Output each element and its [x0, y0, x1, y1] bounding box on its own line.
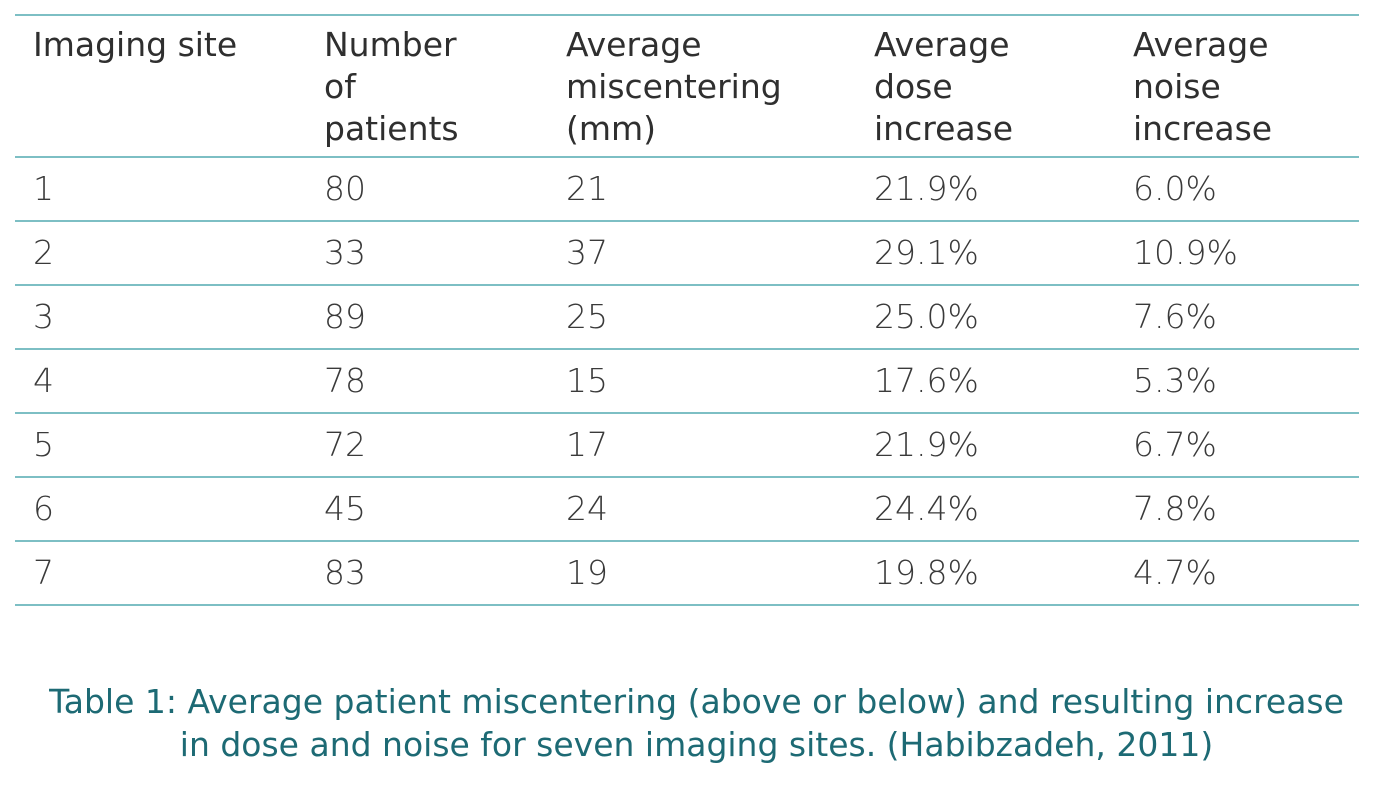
table-header: Imaging site Number of patients Average … — [15, 15, 1359, 157]
cell-average-noise-increase: 5.3% — [1133, 361, 1217, 400]
cell-number-of-patients: 80 — [324, 169, 366, 208]
column-header-number-of-patients: Number of patients — [306, 15, 548, 157]
table-row: 6 45 24 24.4% 7.8% — [15, 477, 1359, 541]
cell-average-dose-increase: 19.8% — [874, 553, 979, 592]
cell-imaging-site: 5 — [33, 425, 54, 464]
header-line: Average — [566, 25, 702, 64]
cell-average-miscentering: 24 — [566, 489, 608, 528]
cell-average-dose-increase: 24.4% — [874, 489, 979, 528]
header-line: patients — [324, 109, 459, 148]
cell-number-of-patients: 33 — [324, 233, 366, 272]
header-line: (mm) — [566, 109, 657, 148]
cell-average-noise-increase: 4.7% — [1133, 553, 1217, 592]
table-row: 3 89 25 25.0% 7.6% — [15, 285, 1359, 349]
cell-number-of-patients: 45 — [324, 489, 366, 528]
cell-number-of-patients: 89 — [324, 297, 366, 336]
caption-line: Table 1: Average patient miscentering (a… — [49, 682, 1344, 721]
table-row: 1 80 21 21.9% 6.0% — [15, 157, 1359, 221]
header-line: increase — [1133, 109, 1273, 148]
header-row: Imaging site Number of patients Average … — [15, 15, 1359, 157]
cell-average-noise-increase: 6.7% — [1133, 425, 1217, 464]
data-table: Imaging site Number of patients Average … — [15, 14, 1359, 606]
header-line: noise — [1133, 67, 1221, 106]
cell-imaging-site: 2 — [33, 233, 54, 272]
cell-number-of-patients: 78 — [324, 361, 366, 400]
header-line: increase — [874, 109, 1014, 148]
cell-average-noise-increase: 10.9% — [1133, 233, 1238, 272]
cell-average-noise-increase: 7.6% — [1133, 297, 1217, 336]
cell-average-miscentering: 15 — [566, 361, 608, 400]
column-header-average-dose-increase: Average dose increase — [856, 15, 1115, 157]
table-row: 7 83 19 19.8% 4.7% — [15, 541, 1359, 605]
table-row: 4 78 15 17.6% 5.3% — [15, 349, 1359, 413]
header-line: Imaging site — [33, 25, 238, 64]
header-line: Average — [874, 25, 1010, 64]
cell-average-miscentering: 25 — [566, 297, 608, 336]
cell-imaging-site: 7 — [33, 553, 54, 592]
cell-average-dose-increase: 29.1% — [874, 233, 979, 272]
cell-average-dose-increase: 21.9% — [874, 169, 979, 208]
cell-average-miscentering: 19 — [566, 553, 608, 592]
header-line: Number — [324, 25, 457, 64]
column-header-average-miscentering: Average miscentering (mm) — [548, 15, 856, 157]
cell-average-dose-increase: 21.9% — [874, 425, 979, 464]
header-line: miscentering — [566, 67, 782, 106]
cell-imaging-site: 3 — [33, 297, 54, 336]
column-header-average-noise-increase: Average noise increase — [1115, 15, 1359, 157]
table-row: 2 33 37 29.1% 10.9% — [15, 221, 1359, 285]
cell-average-miscentering: 17 — [566, 425, 608, 464]
header-line: Average — [1133, 25, 1269, 64]
cell-average-miscentering: 37 — [566, 233, 608, 272]
header-line: dose — [874, 67, 953, 106]
cell-number-of-patients: 83 — [324, 553, 366, 592]
cell-average-noise-increase: 7.8% — [1133, 489, 1217, 528]
caption-line: in dose and noise for seven imaging site… — [179, 725, 1214, 764]
cell-number-of-patients: 72 — [324, 425, 366, 464]
cell-imaging-site: 4 — [33, 361, 54, 400]
table-caption: Table 1: Average patient miscentering (a… — [0, 680, 1393, 766]
cell-imaging-site: 1 — [33, 169, 54, 208]
column-header-imaging-site: Imaging site — [15, 15, 306, 157]
cell-average-dose-increase: 17.6% — [874, 361, 979, 400]
header-line: of — [324, 67, 356, 106]
data-table-container: Imaging site Number of patients Average … — [15, 14, 1359, 606]
table-row: 5 72 17 21.9% 6.7% — [15, 413, 1359, 477]
cell-average-dose-increase: 25.0% — [874, 297, 979, 336]
cell-average-noise-increase: 6.0% — [1133, 169, 1217, 208]
cell-average-miscentering: 21 — [566, 169, 608, 208]
table-body: 1 80 21 21.9% 6.0% 2 33 37 29.1% 10.9% 3… — [15, 157, 1359, 605]
cell-imaging-site: 6 — [33, 489, 54, 528]
